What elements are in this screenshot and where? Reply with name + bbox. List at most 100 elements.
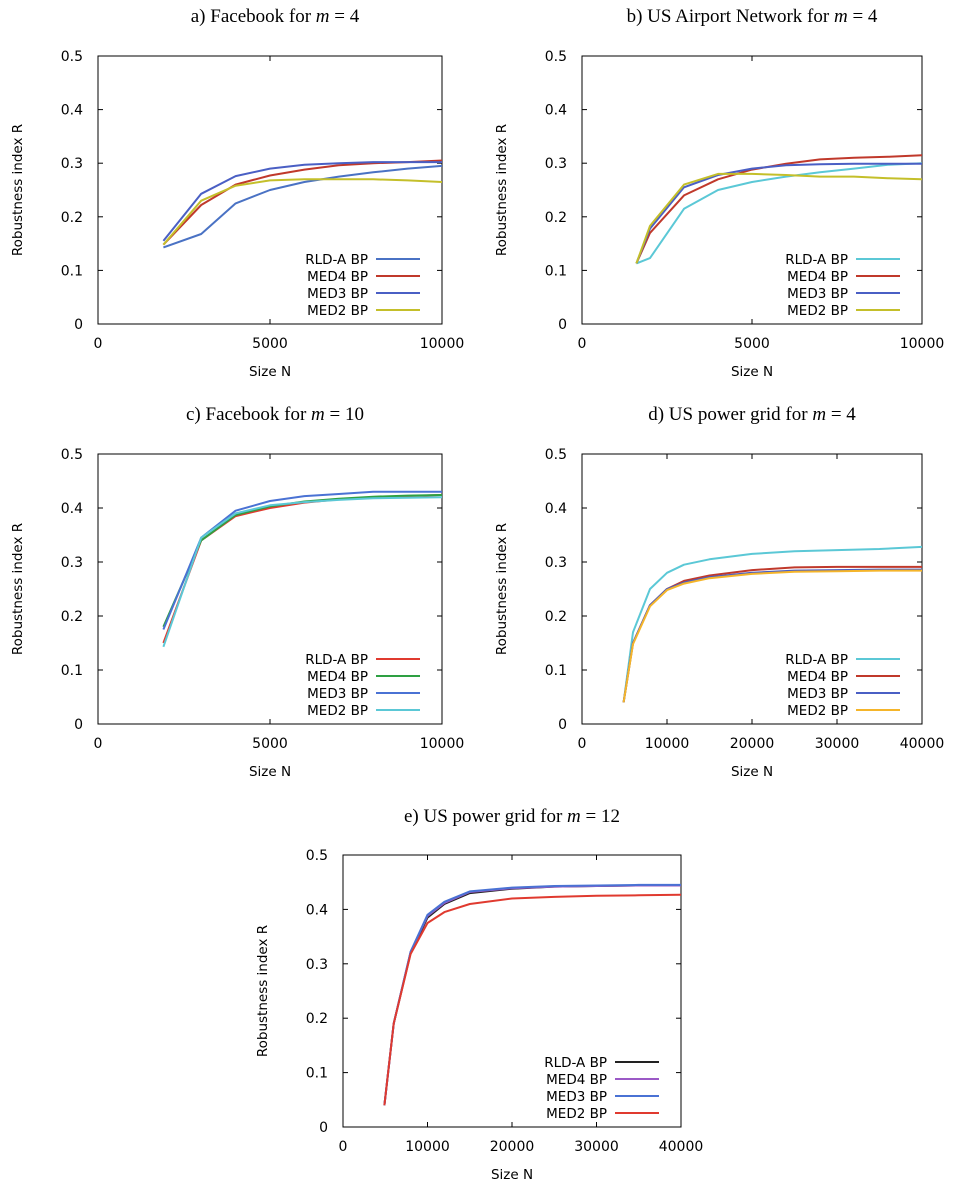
y-tick-label: 0 [319,1120,328,1136]
x-tick-label: 30000 [815,736,860,752]
series-line [162,496,442,648]
chart-title: d) US power grid for m = 4 [648,404,856,425]
y-tick-label: 0 [558,717,567,733]
x-axis-label: Size N [249,364,291,380]
x-tick-label: 40000 [900,736,945,752]
y-tick-label: 0.4 [306,902,328,918]
chart-title-math: m [311,404,325,425]
x-tick-label: 20000 [490,1139,535,1155]
chart-title-suffix: = 4 [826,404,856,425]
legend-label: MED4 BP [307,669,368,685]
series-line [162,494,442,644]
y-tick-label: 0.5 [61,49,83,65]
legend-label: MED4 BP [546,1072,607,1088]
x-tick-label: 0 [339,1139,348,1155]
chart-panel: a) Facebook for m = 4 0 0.1 0.2 0.3 0.4 0.5 0 50… [10,6,464,380]
x-tick-label: 40000 [659,1139,704,1155]
legend-label: MED3 BP [546,1089,607,1105]
legend-label: RLD-A BP [785,252,848,268]
x-tick-label: 10000 [900,336,945,352]
legend-label: MED3 BP [307,686,368,702]
series-line [162,494,442,628]
y-tick-label: 0.3 [306,957,328,973]
x-tick-label: 0 [94,736,103,752]
series-line [163,164,442,249]
series-line [635,154,922,264]
chart-title-prefix: e) US power grid for [404,806,567,827]
legend-label: MED2 BP [787,303,848,319]
plot-frame [581,55,923,325]
x-tick-label: 30000 [574,1139,619,1155]
x-tick-label: 0 [578,336,587,352]
legend-label: MED4 BP [787,269,848,285]
legend-label: RLD-A BP [305,252,368,268]
series-line [383,893,681,1106]
chart-title: c) Facebook for m = 10 [186,404,364,425]
chart-title-suffix: = 4 [848,6,878,27]
legend-label: MED3 BP [307,286,368,302]
plot-frame [97,453,443,725]
series-line [162,161,442,242]
chart-panel: e) US power grid for m = 12 0 0.1 0.2 0.3 0.4… [255,806,703,1182]
x-tick-label: 5000 [252,736,288,752]
y-axis-label: Robustness index R [10,124,26,256]
y-tick-label: 0.4 [61,103,83,119]
series-line [622,569,922,703]
chart-panel: d) US power grid for m = 4 0 0.1 0.2 0.3 0.4 0… [494,404,944,780]
x-tick-label: 10000 [645,736,690,752]
legend-label: RLD-A BP [785,652,848,668]
y-tick-label: 0.1 [545,663,567,679]
legend-label: RLD-A BP [305,652,368,668]
legend-label: MED2 BP [307,703,368,719]
chart-title-math: m [316,6,330,27]
series-line [635,162,922,264]
chart-title-suffix: = 4 [330,6,360,27]
legend-label: MED4 BP [307,269,368,285]
plot-frame [581,453,923,725]
y-tick-label: 0.2 [61,609,83,625]
chart-title-suffix: = 12 [581,806,620,827]
y-axis-label: Robustness index R [494,523,510,655]
legend-label: MED2 BP [546,1106,607,1122]
y-tick-label: 0.3 [545,156,567,172]
chart-panel: c) Facebook for m = 10 0 0.1 0.2 0.3 0.4 0.5 0 5… [10,404,464,780]
y-tick-label: 0.4 [545,501,567,517]
y-tick-label: 0.1 [61,263,83,279]
chart-title-math: m [834,6,848,27]
x-axis-label: Size N [731,764,773,780]
chart-title: e) US power grid for m = 12 [404,806,620,827]
series-line [635,172,922,264]
series-line [162,490,442,630]
chart-title-prefix: c) Facebook for [186,404,311,425]
x-tick-label: 10000 [420,336,465,352]
y-tick-label: 0.5 [545,447,567,463]
chart-title-prefix: d) US power grid for [648,404,812,425]
y-tick-label: 0.5 [545,49,567,65]
x-tick-label: 0 [94,336,103,352]
y-tick-label: 0.3 [61,156,83,172]
y-tick-label: 0.3 [545,555,567,571]
y-axis-label: Robustness index R [255,925,271,1057]
y-tick-label: 0.4 [545,103,567,119]
chart-panel: b) US Airport Network for m = 4 0 0.1 0.2 0.… [494,6,944,380]
legend-label: MED4 BP [787,669,848,685]
chart-title-math: m [567,806,581,827]
series-line [383,884,681,1106]
y-tick-label: 0.2 [306,1011,328,1027]
y-tick-label: 0 [558,317,567,333]
y-axis-label: Robustness index R [10,523,26,655]
legend-label: MED2 BP [787,703,848,719]
y-tick-label: 0.5 [306,848,328,864]
legend-label: MED3 BP [787,686,848,702]
x-tick-label: 0 [578,736,587,752]
series-line [162,178,442,246]
x-tick-label: 10000 [405,1139,450,1155]
y-tick-label: 0 [74,317,83,333]
series-line [383,883,681,1106]
legend-label: RLD-A BP [544,1055,607,1071]
x-axis-label: Size N [249,764,291,780]
series-line [622,545,922,703]
y-tick-label: 0.1 [61,663,83,679]
chart-title-math: m [812,404,826,425]
